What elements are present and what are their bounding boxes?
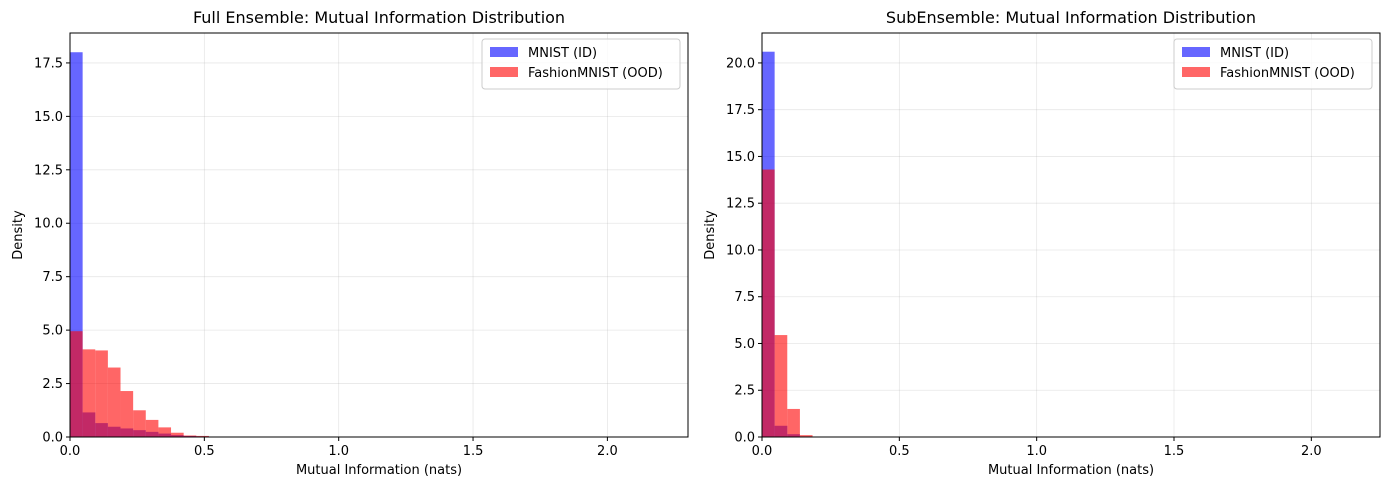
y-tick-label: 10.0 (34, 217, 63, 232)
y-tick-label: 2.5 (734, 384, 755, 399)
y-tick-label: 15.0 (34, 110, 63, 125)
series-ood (762, 169, 813, 437)
histogram-bar (70, 331, 83, 437)
legend-label: FashionMNIST (OOD) (1220, 66, 1355, 81)
x-tick-label: 1.5 (1164, 444, 1185, 459)
histogram-bar (95, 350, 108, 437)
histogram-bar (774, 335, 788, 437)
legend-label: MNIST (ID) (528, 46, 597, 61)
legend: MNIST (ID) FashionMNIST (OOD) (1173, 38, 1373, 90)
y-axis-label: Density (11, 210, 26, 260)
legend-box (481, 38, 681, 90)
y-tick-label: 12.5 (34, 163, 63, 178)
y-tick-label: 20.0 (726, 56, 755, 71)
legend-swatch (490, 47, 518, 57)
x-tick-label: 1.0 (328, 444, 349, 459)
x-tick-label: 0.5 (889, 444, 910, 459)
y-tick-label: 7.5 (42, 270, 63, 285)
histogram-bar (196, 435, 209, 437)
histogram-bar (120, 391, 134, 437)
chart-panel-1: 0.0 0.5 1.0 1.5 2.0 0.0 2.5 5.0 7.5 10.0 12.5 15.0 1… (11, 8, 689, 478)
y-tick-label: 10.0 (726, 243, 755, 258)
legend-swatch (1182, 47, 1210, 57)
y-tick-label: 0.0 (734, 431, 755, 446)
y-tick-label: 12.5 (726, 197, 755, 212)
x-tick-label: 2.0 (1301, 444, 1322, 459)
histogram-bar (799, 435, 813, 437)
chart-panel-2: 0.0 0.5 1.0 1.5 2.0 0.0 2.5 5.0 7.5 10.0 12.5 15.0 1… (703, 8, 1381, 478)
chart-title: SubEnsemble: Mutual Information Distribu… (886, 8, 1256, 27)
histogram-bar (762, 169, 775, 437)
x-tick-label: 1.0 (1026, 444, 1047, 459)
histogram-bar (82, 349, 96, 437)
y-tick-label: 15.0 (726, 150, 755, 165)
x-tick-label: 2.0 (597, 444, 618, 459)
histogram-bar (145, 419, 159, 437)
legend-swatch (1182, 67, 1210, 77)
axes-frame (761, 32, 1381, 438)
x-tick-label: 1.5 (463, 444, 484, 459)
y-tick-label: 5.0 (734, 337, 755, 352)
y-tick-label: 5.0 (42, 324, 63, 339)
x-tick-label: 0.0 (752, 444, 773, 459)
y-tick-label: 7.5 (734, 290, 755, 305)
legend: MNIST (ID) FashionMNIST (OOD) (481, 38, 681, 90)
y-axis-label: Density (703, 210, 718, 260)
x-tick-label: 0.5 (194, 444, 215, 459)
legend-box (1173, 38, 1373, 90)
chart-title: Full Ensemble: Mutual Information Distri… (193, 8, 565, 27)
histogram-bar (171, 432, 184, 437)
y-tick-label: 17.5 (726, 103, 755, 118)
x-axis-label: Mutual Information (nats) (988, 463, 1154, 478)
legend-swatch (490, 67, 518, 77)
y-tick-label: 17.5 (34, 56, 63, 71)
histogram-bar (107, 367, 121, 437)
histogram-bar (158, 427, 172, 437)
series-ood (70, 331, 222, 437)
histogram-bar (133, 410, 146, 437)
x-axis-label: Mutual Information (nats) (296, 463, 462, 478)
axes-frame (69, 32, 689, 438)
legend-label: MNIST (ID) (1220, 46, 1289, 61)
y-tick-label: 2.5 (42, 377, 63, 392)
x-tick-label: 0.0 (60, 444, 81, 459)
y-tick-label: 0.0 (42, 431, 63, 446)
histogram-bar (787, 408, 800, 437)
histogram-bar (183, 435, 197, 437)
legend-label: FashionMNIST (OOD) (528, 66, 663, 81)
